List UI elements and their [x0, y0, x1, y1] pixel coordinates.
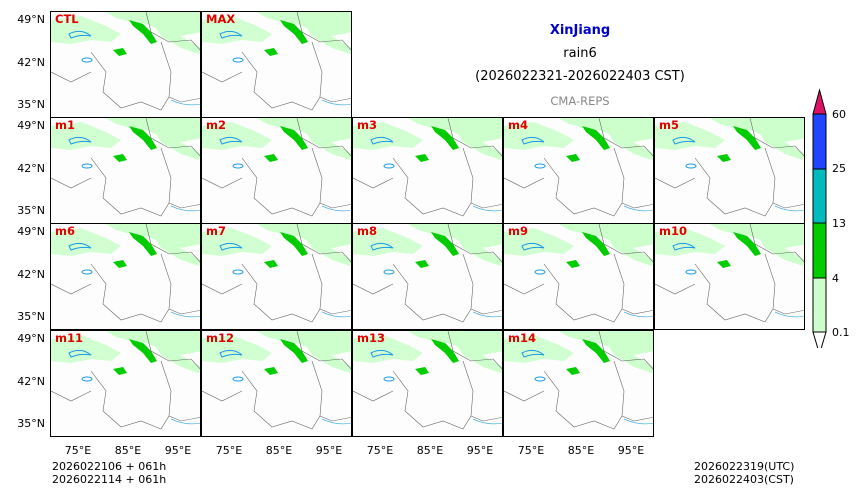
- map-panel-ctl: CTL: [50, 11, 201, 118]
- lat-label: 42°N: [17, 56, 45, 69]
- map-panel-m7: m7: [201, 223, 352, 330]
- lat-label: 35°N: [17, 98, 45, 111]
- lon-label: 95°E: [617, 444, 645, 457]
- lon-label: 75°E: [215, 444, 243, 457]
- colorbar-tick-0.1: 0.1: [832, 326, 850, 339]
- panel-label: m11: [55, 331, 83, 345]
- map-panel-m1: m1: [50, 117, 201, 224]
- panel-label: m14: [508, 331, 536, 345]
- panel-label: m8: [357, 224, 377, 238]
- lon-label: 85°E: [416, 444, 444, 457]
- map-panel-m8: m8: [352, 223, 503, 330]
- lat-label: 49°N: [17, 119, 45, 132]
- map-panel-m9: m9: [503, 223, 654, 330]
- map-panel-m4: m4: [503, 117, 654, 224]
- panel-label: m13: [357, 331, 385, 345]
- colorbar-tick-4: 4: [832, 272, 839, 285]
- lon-label: 85°E: [567, 444, 595, 457]
- map-panel-m14: m14: [503, 330, 654, 437]
- panel-label: m1: [55, 118, 75, 132]
- lat-label: 49°N: [17, 332, 45, 345]
- colorbar-segment-25-60: [812, 113, 827, 170]
- colorbar: [812, 88, 827, 348]
- map-panel-m6: m6: [50, 223, 201, 330]
- map-panel-m5: m5: [654, 117, 805, 224]
- colorbar-tick-60: 60: [832, 108, 846, 121]
- panel-label: m2: [206, 118, 226, 132]
- lon-label: 85°E: [114, 444, 142, 457]
- colorbar-segment-13-25: [812, 168, 827, 224]
- panel-label: m4: [508, 118, 528, 132]
- panel-label: m7: [206, 224, 226, 238]
- panel-label: CTL: [55, 12, 79, 26]
- colorbar-tick-13: 13: [832, 217, 846, 230]
- lat-label: 42°N: [17, 268, 45, 281]
- lat-label: 35°N: [17, 204, 45, 217]
- valid-time-utc: 2026022319(UTC): [694, 460, 795, 473]
- valid-time-cst: 2026022403(CST): [694, 473, 794, 486]
- lat-label: 42°N: [17, 375, 45, 388]
- lon-label: 75°E: [517, 444, 545, 457]
- panel-label: m9: [508, 224, 528, 238]
- lat-label: 35°N: [17, 310, 45, 323]
- lon-label: 75°E: [366, 444, 394, 457]
- panel-label: m12: [206, 331, 234, 345]
- lon-label: 85°E: [265, 444, 293, 457]
- map-panel-m12: m12: [201, 330, 352, 437]
- map-panel-m3: m3: [352, 117, 503, 224]
- model-title: CMA-REPS: [550, 94, 610, 108]
- panel-label: m10: [659, 224, 687, 238]
- map-panel-m13: m13: [352, 330, 503, 437]
- lat-label: 35°N: [17, 417, 45, 430]
- lon-label: 75°E: [64, 444, 92, 457]
- map-panel-m11: m11: [50, 330, 201, 437]
- map-panel-m10: m10: [654, 223, 805, 330]
- panel-label: m3: [357, 118, 377, 132]
- init-time-line2: 2026022114 + 061h: [52, 473, 167, 486]
- lon-label: 95°E: [466, 444, 494, 457]
- colorbar-overflow-triangle: [812, 88, 827, 115]
- region-title: XinJiang: [549, 23, 611, 38]
- period-title: (2026022321-2026022403 CST): [475, 69, 685, 84]
- lat-label: 49°N: [17, 225, 45, 238]
- panel-label: MAX: [206, 12, 236, 26]
- colorbar-segment-4-13: [812, 222, 827, 279]
- map-panel-max: MAX: [201, 11, 352, 118]
- lat-label: 49°N: [17, 13, 45, 26]
- map-panel-m2: m2: [201, 117, 352, 224]
- lon-label: 95°E: [164, 444, 192, 457]
- panel-label: m6: [55, 224, 75, 238]
- init-time-line1: 2026022106 + 061h: [52, 460, 167, 473]
- colorbar-underflow-triangle: [812, 331, 827, 348]
- panel-label: m5: [659, 118, 679, 132]
- colorbar-segment-0.1-4: [812, 277, 827, 333]
- lat-label: 42°N: [17, 162, 45, 175]
- lon-label: 95°E: [315, 444, 343, 457]
- colorbar-tick-25: 25: [832, 162, 846, 175]
- variable-title: rain6: [563, 46, 597, 61]
